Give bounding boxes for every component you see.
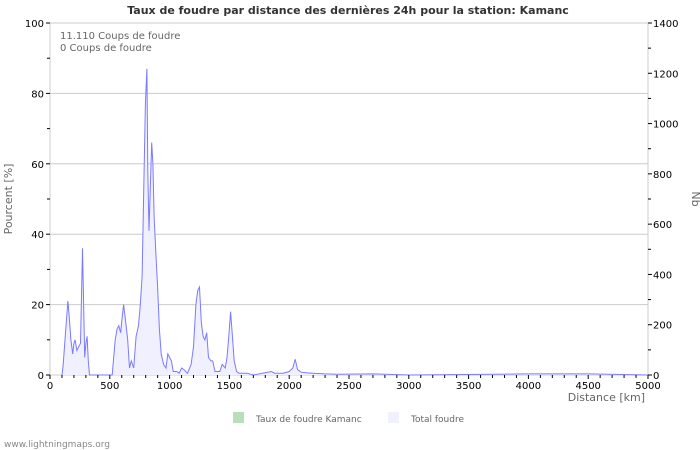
x-tick-label: 4500 — [575, 381, 600, 392]
x-tick-label: 1000 — [157, 381, 182, 392]
y2-tick-label: 1400 — [653, 19, 678, 30]
y2-tick-label: 0 — [653, 371, 659, 382]
y2-tick-label: 600 — [653, 220, 672, 231]
y2-tick-label: 400 — [653, 270, 672, 281]
x-tick-label: 4000 — [516, 381, 541, 392]
info-line-total: 11.110 Coups de foudre — [60, 31, 180, 42]
x-tick-label: 3500 — [456, 381, 481, 392]
y2-tick-label: 200 — [653, 321, 672, 332]
legend-swatch-kamanc — [233, 412, 244, 423]
x-tick-label: 2000 — [276, 381, 301, 392]
x-tick-label: 3000 — [396, 381, 421, 392]
y-tick-label: 0 — [38, 371, 44, 382]
y-tick-label: 20 — [31, 301, 44, 312]
legend-label-total: Total foudre — [410, 415, 464, 425]
footer-link[interactable]: www.lightningmaps.org — [4, 440, 110, 450]
y-axis-label: Pourcent [%] — [2, 164, 15, 235]
y-tick-label: 40 — [31, 230, 44, 241]
y2-tick-label: 1200 — [653, 69, 678, 80]
x-tick-label: 0 — [47, 381, 53, 392]
x-tick-label: 2500 — [336, 381, 361, 392]
y-tick-label: 80 — [31, 89, 44, 100]
y-tick-label: 60 — [31, 160, 44, 171]
info-line-station: 0 Coups de foudre — [60, 43, 152, 54]
y2-axis-label: Nb — [689, 191, 700, 206]
legend-swatch-total — [388, 412, 399, 423]
legend-label-kamanc: Taux de foudre Kamanc — [255, 415, 362, 425]
total-foudre-area — [61, 68, 648, 376]
chart-title: Taux de foudre par distance des dernière… — [127, 4, 569, 17]
x-tick-label: 5000 — [635, 381, 660, 392]
x-axis-label: Distance [km] — [568, 391, 645, 404]
y2-tick-label: 800 — [653, 170, 672, 181]
y-tick-label: 100 — [25, 19, 44, 30]
x-tick-label: 1500 — [217, 381, 242, 392]
y2-tick-label: 1000 — [653, 120, 678, 131]
x-tick-label: 500 — [100, 381, 119, 392]
